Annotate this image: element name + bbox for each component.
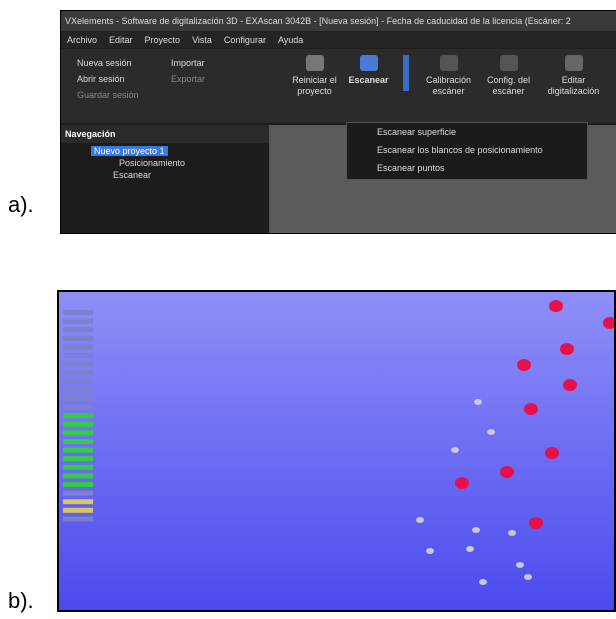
bar bbox=[63, 413, 93, 418]
menu-item[interactable]: Proyecto bbox=[145, 35, 181, 45]
red-target bbox=[560, 343, 574, 355]
button[interactable]: Importar bbox=[171, 55, 205, 71]
tree-item[interactable]: Escanear bbox=[113, 170, 269, 180]
red-target bbox=[500, 466, 514, 478]
button-label: Reiniciar el proyecto bbox=[292, 75, 337, 96]
bar bbox=[63, 499, 93, 504]
bar bbox=[63, 396, 93, 401]
gray-target bbox=[451, 447, 459, 453]
red-target bbox=[603, 317, 614, 329]
button[interactable]: Nueva sesión bbox=[77, 55, 139, 71]
red-target bbox=[563, 379, 577, 391]
gray-target bbox=[416, 517, 424, 523]
menu-item[interactable]: Editar bbox=[109, 35, 133, 45]
game-view bbox=[59, 292, 614, 610]
gray-target bbox=[508, 530, 516, 536]
bar bbox=[63, 456, 93, 461]
label: a). bbox=[8, 192, 34, 218]
bar bbox=[63, 473, 93, 478]
bar bbox=[63, 379, 93, 384]
bar bbox=[63, 430, 93, 435]
gray-target bbox=[487, 429, 495, 435]
session-group: Nueva sesión Abrir sesión Guardar sesión bbox=[77, 55, 139, 103]
button-label: Calibración escáner bbox=[426, 75, 471, 96]
button[interactable]: Reiniciar el proyecto bbox=[287, 55, 342, 97]
button-label: Config. del escáner bbox=[487, 75, 530, 96]
bar bbox=[63, 491, 93, 496]
tree-item[interactable]: Posicionamiento bbox=[119, 158, 269, 168]
page: a). b). VXelements - Software de digital… bbox=[0, 0, 616, 619]
panel-title: Navegación bbox=[61, 125, 269, 143]
menu-item[interactable]: Archivo bbox=[67, 35, 97, 45]
menu-item[interactable]: Ayuda bbox=[278, 35, 303, 45]
button[interactable]: Abrir sesión bbox=[77, 71, 139, 87]
window-title: VXelements - Software de digitalización … bbox=[61, 11, 616, 31]
bar bbox=[63, 353, 93, 358]
bar bbox=[63, 319, 93, 324]
bar bbox=[63, 362, 93, 367]
red-target bbox=[517, 359, 531, 371]
menu-item[interactable]: Configurar bbox=[224, 35, 266, 45]
menu-item[interactable]: Vista bbox=[192, 35, 212, 45]
menu-bar: Archivo Editar Proyecto Vista Configurar Ayud… bbox=[61, 32, 616, 48]
button-label: Escanear bbox=[348, 75, 388, 85]
button[interactable]: Editar digitalización bbox=[546, 55, 601, 97]
bar bbox=[63, 439, 93, 444]
tree-item[interactable]: Nuevo proyecto 1 bbox=[91, 146, 168, 156]
button[interactable]: Config. del escáner bbox=[481, 55, 536, 97]
bar bbox=[63, 336, 93, 341]
bar bbox=[63, 448, 93, 453]
dropdown-arrow[interactable] bbox=[403, 55, 409, 91]
bar bbox=[63, 465, 93, 470]
menu-item[interactable]: Escanear los blancos de posicionamiento bbox=[347, 141, 587, 159]
button[interactable]: Escanear bbox=[341, 55, 396, 86]
io-group: Importar Exportar bbox=[171, 55, 205, 87]
menu-item[interactable]: Escanear superficie bbox=[347, 123, 587, 141]
label: b). bbox=[8, 588, 34, 614]
red-target bbox=[455, 477, 469, 489]
bar bbox=[63, 422, 93, 427]
menu-item[interactable]: Escanear puntos bbox=[347, 159, 587, 177]
gray-target bbox=[472, 527, 480, 533]
button[interactable]: Guardar sesión bbox=[77, 87, 139, 103]
bar bbox=[63, 482, 93, 487]
bar bbox=[63, 327, 93, 332]
screenshot-b bbox=[57, 290, 616, 612]
bar bbox=[63, 405, 93, 410]
gray-target bbox=[516, 562, 524, 568]
gray-target bbox=[474, 399, 482, 405]
red-target bbox=[545, 447, 559, 459]
bar bbox=[63, 310, 93, 315]
bar bbox=[63, 387, 93, 392]
gray-target bbox=[426, 548, 434, 554]
button-label: Editar digitalización bbox=[548, 75, 600, 96]
navigation-panel: Navegación Nuevo proyecto 1 Posicionamie… bbox=[61, 125, 271, 233]
dropdown-menu: Escanear superficie Escanear los blancos… bbox=[346, 122, 588, 180]
bar bbox=[63, 508, 93, 513]
button[interactable]: Exportar bbox=[171, 71, 205, 87]
screenshot-a: VXelements - Software de digitalización … bbox=[60, 10, 616, 234]
gray-target bbox=[466, 546, 474, 552]
red-target bbox=[549, 300, 563, 312]
red-target bbox=[529, 517, 543, 529]
bar bbox=[63, 370, 93, 375]
button[interactable]: Calibración escáner bbox=[421, 55, 476, 97]
red-target bbox=[524, 403, 538, 415]
gray-target bbox=[479, 579, 487, 585]
bar bbox=[63, 344, 93, 349]
bar bbox=[63, 516, 93, 521]
gray-target bbox=[524, 574, 532, 580]
